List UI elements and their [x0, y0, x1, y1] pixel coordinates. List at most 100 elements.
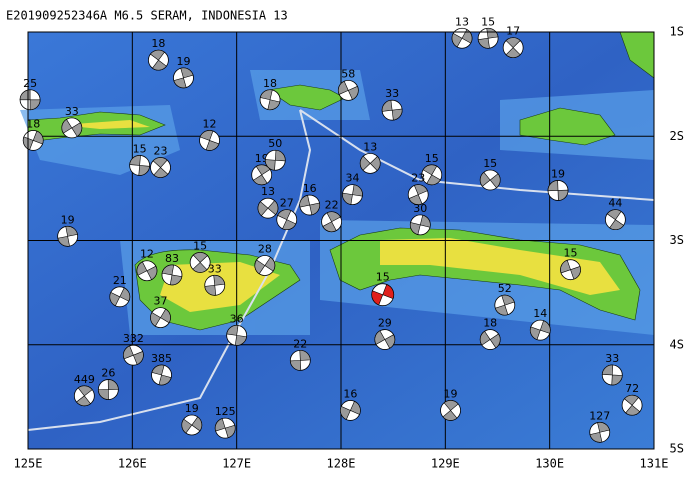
depth-label: 18 — [263, 77, 277, 90]
depth-label: 16 — [303, 182, 317, 195]
depth-label: 15 — [483, 157, 497, 170]
focal-mechanism: 16 — [299, 182, 321, 216]
depth-label: 19 — [61, 213, 75, 226]
focal-mechanism: 25 — [19, 77, 41, 111]
focal-mechanism: 28 — [254, 243, 276, 276]
focal-mechanism: 18 — [22, 117, 44, 151]
focal-mechanism: 23 — [407, 172, 429, 206]
focal-mechanism: 15 — [560, 247, 581, 281]
depth-label: 15 — [133, 142, 147, 155]
focal-mechanism: 12 — [136, 248, 158, 282]
focal-mechanism: 19 — [181, 402, 203, 436]
compressional-quadrant — [560, 259, 581, 280]
focal-mechanism: 33 — [381, 87, 403, 121]
depth-label: 23 — [154, 145, 168, 158]
focal-mechanism: 15 — [421, 152, 443, 186]
depth-label: 15 — [425, 152, 439, 165]
compressional-quadrant — [123, 345, 144, 365]
focal-mechanism: 19 — [173, 55, 194, 89]
compressional-quadrant — [408, 184, 428, 205]
focal-mechanism: 36 — [226, 312, 248, 346]
compressional-quadrant — [129, 155, 150, 176]
focal-mechanism: 15 — [477, 15, 499, 49]
depth-label: 18 — [151, 37, 165, 50]
focal-mechanism: 385 — [151, 352, 172, 386]
depth-label: 13 — [455, 15, 469, 28]
compressional-quadrant — [161, 264, 183, 286]
depth-label: 29 — [378, 317, 392, 330]
depth-label: 19 — [185, 402, 199, 415]
depth-label: 19 — [551, 167, 565, 180]
depth-label: 83 — [165, 252, 179, 265]
compressional-quadrant — [181, 416, 203, 434]
compressional-quadrant — [606, 209, 625, 230]
focal-mechanism: 19 — [547, 167, 569, 201]
compressional-quadrant — [173, 67, 194, 89]
depth-label: 58 — [341, 67, 355, 80]
focal-mechanism: 15 — [479, 157, 501, 191]
depth-label: 15 — [564, 247, 578, 260]
depth-label: 385 — [151, 352, 172, 365]
compressional-quadrant — [214, 418, 236, 439]
compressional-quadrant — [151, 364, 172, 386]
focal-mechanism: 15 — [189, 239, 211, 273]
compressional-quadrant — [264, 149, 286, 171]
depth-label: 33 — [65, 105, 79, 118]
depth-label: 33 — [208, 262, 222, 275]
focal-mechanism: 19 — [57, 213, 79, 247]
focal-mechanism: 22 — [321, 199, 343, 233]
focal-mechanism: 44 — [604, 197, 626, 231]
depth-label: 52 — [498, 282, 512, 295]
compressional-quadrant — [340, 400, 361, 420]
compressional-quadrant — [479, 330, 501, 349]
compressional-quadrant — [277, 209, 297, 230]
focal-mechanism: 58 — [337, 67, 359, 101]
focal-mechanism: 14 — [529, 307, 551, 341]
compressional-quadrant — [322, 211, 341, 233]
depth-label: 25 — [23, 77, 37, 90]
depth-label: 26 — [101, 367, 115, 380]
y-tick-label: 1S — [670, 25, 684, 39]
x-tick-label: 131E — [640, 457, 669, 471]
focal-mechanism: 21 — [109, 274, 131, 308]
focal-mechanism: 27 — [276, 197, 298, 231]
compressional-quadrant — [589, 422, 610, 443]
focal-mechanism: 22 — [289, 337, 311, 371]
compressional-quadrant — [150, 49, 167, 71]
depth-label: 72 — [625, 382, 639, 395]
compressional-quadrant — [381, 99, 403, 121]
focal-mechanism: 52 — [494, 282, 516, 316]
compressional-quadrant — [359, 155, 381, 171]
depth-label: 37 — [154, 295, 168, 308]
x-tick-label: 127E — [222, 457, 251, 471]
compressional-quadrant — [338, 80, 359, 100]
focal-mechanism: 332 — [123, 332, 144, 366]
compressional-quadrant — [477, 28, 499, 49]
focal-mechanism: 18 — [479, 317, 501, 350]
depth-label: 19 — [176, 55, 190, 68]
focal-mechanism: 26 — [97, 367, 119, 400]
y-tick-label: 4S — [670, 337, 684, 351]
compressional-quadrant — [299, 194, 320, 216]
x-tick-label: 125E — [14, 457, 43, 471]
compressional-quadrant — [136, 261, 158, 281]
focal-mechanism: 16 — [339, 387, 361, 421]
depth-label: 16 — [343, 387, 357, 400]
compressional-quadrant — [204, 275, 226, 296]
depth-label: 15 — [376, 271, 390, 284]
compressional-quadrant — [409, 214, 431, 235]
focal-mechanism: 34 — [342, 172, 363, 206]
depth-label: 28 — [258, 243, 272, 256]
compressional-quadrant — [547, 180, 569, 201]
focal-mechanism: 29 — [374, 317, 396, 350]
depth-label: 15 — [481, 15, 495, 28]
depth-label: 127 — [589, 409, 610, 422]
x-tick-label: 126E — [118, 457, 147, 471]
depth-label: 12 — [203, 117, 217, 130]
compressional-quadrant — [479, 171, 501, 189]
focal-mechanism: 23 — [150, 145, 171, 178]
compressional-quadrant — [505, 37, 521, 58]
x-tick-label: 129E — [431, 457, 460, 471]
depth-label: 13 — [363, 140, 377, 153]
